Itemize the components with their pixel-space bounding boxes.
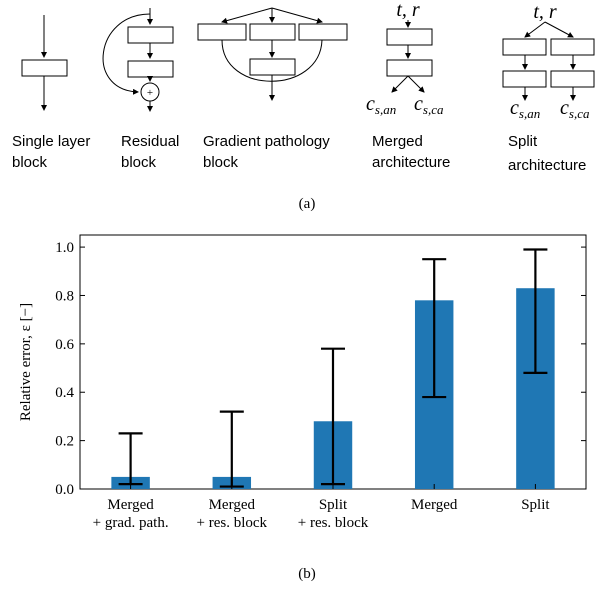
merged-architecture-diagram xyxy=(386,20,433,93)
error-bar xyxy=(422,258,447,399)
label-single-layer: Single layer block xyxy=(12,133,95,171)
y-tick-label: 0.4 xyxy=(55,385,74,401)
y-tick-label: 0.0 xyxy=(55,482,74,498)
x-tick-label: Merged + res. block xyxy=(197,497,268,531)
error-bar xyxy=(523,248,548,374)
error-bar xyxy=(219,410,244,488)
panel-a xyxy=(21,7,595,112)
x-axis-ticks: Merged + grad. path. Merged + res. block Spl… xyxy=(93,484,550,531)
error-bars-layer xyxy=(118,248,548,488)
merged-output-an: cs,an xyxy=(366,93,396,117)
y-axis-label: Relative error, ε [−] xyxy=(18,303,34,421)
label-split-architecture: Split architecture xyxy=(508,133,586,174)
split-output-an: cs,an xyxy=(510,97,540,121)
x-tick-label: Merged + grad. path. xyxy=(93,497,169,531)
x-tick-label: Split xyxy=(521,497,550,513)
x-tick-label: Split + res. block xyxy=(298,497,369,531)
merged-output-ca: cs,ca xyxy=(414,93,444,117)
gradient-pathology-diagram xyxy=(197,7,348,101)
plus-symbol: + xyxy=(147,87,153,99)
y-tick-label: 0.6 xyxy=(55,337,74,353)
merged-inputs-label: t, r xyxy=(396,0,420,21)
error-bar xyxy=(118,432,143,486)
y-tick-label: 1.0 xyxy=(55,240,74,256)
label-gradient-pathology: Gradient pathology block xyxy=(203,133,334,171)
split-inputs-label: t, r xyxy=(533,1,557,23)
split-output-ca: cs,ca xyxy=(560,97,590,121)
residual-block-diagram xyxy=(102,8,174,112)
label-residual: Residual block xyxy=(121,133,184,171)
x-tick-label: Merged xyxy=(411,497,458,513)
label-merged-architecture: Merged architecture xyxy=(372,133,450,171)
split-architecture-diagram xyxy=(502,21,595,101)
chart: 0.00.20.40.60.81.0 Merged + grad. path.Me… xyxy=(18,234,587,531)
y-tick-label: 0.2 xyxy=(55,434,74,450)
y-tick-label: 0.8 xyxy=(55,288,74,304)
panel-a-text: + t, r t, r cs,an cs,ca cs,an cs,ca Sing… xyxy=(12,0,590,212)
single-layer-diagram xyxy=(21,15,68,111)
caption-b: (b) xyxy=(298,566,316,582)
caption-a: (a) xyxy=(299,196,316,212)
y-axis-ticks: 0.0 0.2 0.4 0.6 0.8 1.0 xyxy=(55,240,586,498)
